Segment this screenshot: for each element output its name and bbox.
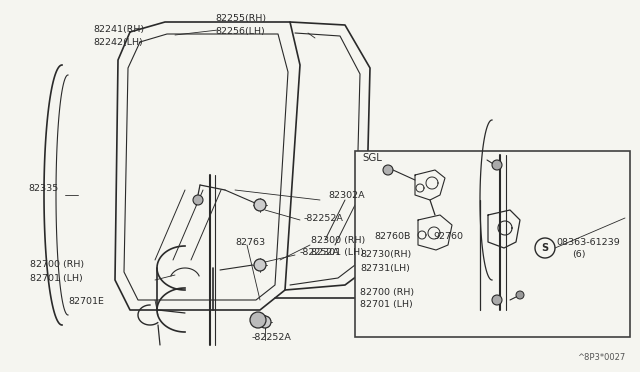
Text: 82701 (LH): 82701 (LH) [360, 301, 413, 310]
Text: 82730(RH): 82730(RH) [360, 250, 412, 260]
Text: 82242(LH): 82242(LH) [93, 38, 143, 46]
Text: 82760B: 82760B [374, 231, 410, 241]
Text: 82335: 82335 [28, 183, 58, 192]
Text: 82301 (LH): 82301 (LH) [311, 248, 364, 257]
Text: S: S [541, 243, 548, 253]
Circle shape [193, 195, 203, 205]
Circle shape [254, 199, 266, 211]
Bar [355, 151, 630, 337]
Circle shape [492, 295, 502, 305]
Text: 92760: 92760 [433, 231, 463, 241]
Text: 82701 (LH): 82701 (LH) [30, 273, 83, 282]
Text: 08363-61239: 08363-61239 [556, 237, 620, 247]
Circle shape [254, 259, 266, 271]
Text: 82255(RH): 82255(RH) [215, 13, 266, 22]
Text: ^8P3*0027: ^8P3*0027 [577, 353, 625, 362]
Text: 82700 (RH): 82700 (RH) [30, 260, 84, 269]
Text: SGL: SGL [362, 153, 382, 163]
Text: 82241(RH): 82241(RH) [93, 25, 144, 33]
Circle shape [516, 291, 524, 299]
Text: 82302A: 82302A [328, 190, 365, 199]
Circle shape [492, 160, 502, 170]
Text: 82700 (RH): 82700 (RH) [360, 288, 414, 296]
Circle shape [250, 312, 266, 328]
Text: 82731(LH): 82731(LH) [360, 263, 410, 273]
Text: (6): (6) [572, 250, 586, 260]
Text: -82252A: -82252A [304, 214, 344, 222]
Text: 82256(LH): 82256(LH) [215, 26, 265, 35]
Text: 82763: 82763 [235, 237, 265, 247]
Circle shape [259, 316, 271, 328]
Text: 82701E: 82701E [68, 298, 104, 307]
Text: -82252A: -82252A [300, 247, 340, 257]
Text: -82252A: -82252A [252, 334, 292, 343]
Circle shape [383, 165, 393, 175]
Text: 82300 (RH): 82300 (RH) [311, 235, 365, 244]
